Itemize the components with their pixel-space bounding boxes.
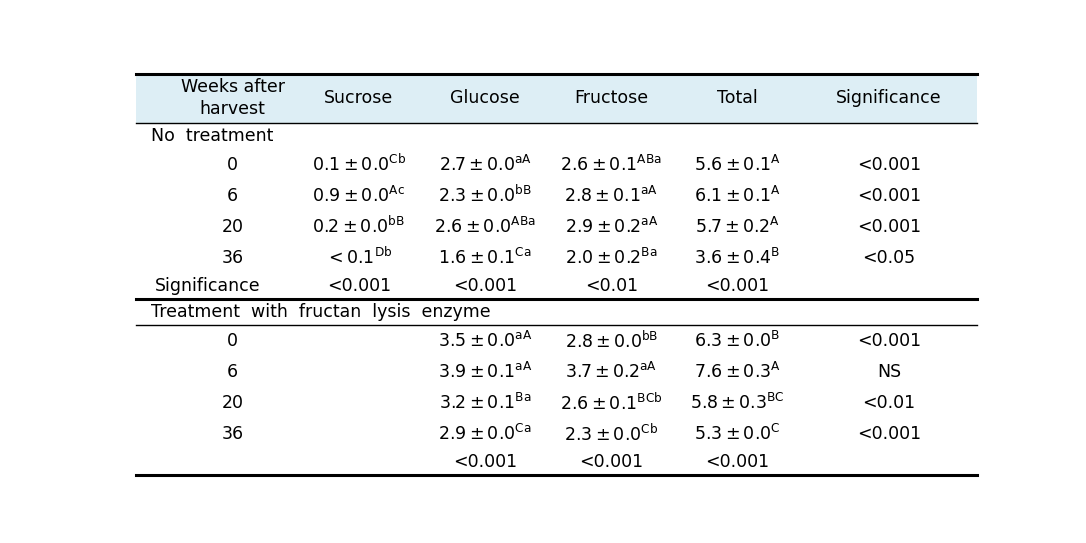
- Text: $\mathregular{2.7\pm0.0}^{\mathregular{aA}}$: $\mathregular{2.7\pm0.0}^{\mathregular{a…: [439, 155, 531, 175]
- Text: $\mathregular{6.3\pm0.0}^{\mathregular{B}}$: $\mathregular{6.3\pm0.0}^{\mathregular{B…: [694, 331, 781, 351]
- Text: 6: 6: [227, 363, 238, 381]
- Text: $\mathregular{6.1\pm0.1}^{\mathregular{A}}$: $\mathregular{6.1\pm0.1}^{\mathregular{A…: [694, 186, 781, 206]
- Text: $\mathregular{2.0\pm0.2}^{\mathregular{Ba}}$: $\mathregular{2.0\pm0.2}^{\mathregular{B…: [565, 248, 657, 268]
- Text: 0: 0: [227, 332, 238, 350]
- Text: Fructose: Fructose: [574, 89, 648, 107]
- Text: 36: 36: [222, 425, 243, 443]
- Text: 36: 36: [222, 249, 243, 267]
- Text: $\mathregular{2.6\pm0.0}^{\mathregular{ABa}}$: $\mathregular{2.6\pm0.0}^{\mathregular{A…: [434, 217, 535, 237]
- Text: $\mathregular{3.9\pm0.1}^{\mathregular{aA}}$: $\mathregular{3.9\pm0.1}^{\mathregular{a…: [438, 362, 532, 382]
- Text: Significance: Significance: [836, 89, 942, 107]
- Text: $\mathregular{0.1\pm0.0}^{\mathregular{Cb}}$: $\mathregular{0.1\pm0.0}^{\mathregular{C…: [312, 154, 406, 175]
- Text: <0.05: <0.05: [862, 249, 915, 267]
- Text: <0.001: <0.001: [857, 218, 921, 236]
- Text: <0.001: <0.001: [453, 453, 517, 471]
- Text: 0: 0: [227, 156, 238, 174]
- Text: $\mathregular{5.7\pm0.2}^{\mathregular{A}}$: $\mathregular{5.7\pm0.2}^{\mathregular{A…: [695, 217, 780, 237]
- Text: <0.001: <0.001: [706, 277, 770, 295]
- Text: Treatment  with  fructan  lysis  enzyme: Treatment with fructan lysis enzyme: [151, 303, 491, 321]
- Text: $\mathregular{0.2\pm0.0}^{\mathregular{bB}}$: $\mathregular{0.2\pm0.0}^{\mathregular{b…: [313, 216, 405, 237]
- Text: <0.001: <0.001: [327, 277, 391, 295]
- Text: Sucrose: Sucrose: [324, 89, 393, 107]
- Bar: [136, 73, 977, 123]
- Text: No  treatment: No treatment: [151, 127, 274, 145]
- Text: $\mathregular{{<}0.1}^{\mathregular{Db}}$: $\mathregular{{<}0.1}^{\mathregular{Db}}…: [325, 247, 392, 268]
- Text: Glucose: Glucose: [451, 89, 520, 107]
- Text: 6: 6: [227, 187, 238, 205]
- Text: $\mathregular{2.3\pm0.0}^{\mathregular{Cb}}$: $\mathregular{2.3\pm0.0}^{\mathregular{C…: [564, 423, 658, 444]
- Text: <0.001: <0.001: [579, 453, 643, 471]
- Text: <0.001: <0.001: [453, 277, 517, 295]
- Text: Weeks after
harvest: Weeks after harvest: [180, 78, 285, 118]
- Text: $\mathregular{0.9\pm0.0}^{\mathregular{Ac}}$: $\mathregular{0.9\pm0.0}^{\mathregular{A…: [313, 186, 405, 206]
- Text: 20: 20: [222, 394, 243, 412]
- Text: <0.01: <0.01: [584, 277, 637, 295]
- Text: $\mathregular{2.9\pm0.0}^{\mathregular{Ca}}$: $\mathregular{2.9\pm0.0}^{\mathregular{C…: [439, 424, 532, 444]
- Text: 20: 20: [222, 218, 243, 236]
- Text: <0.001: <0.001: [857, 332, 921, 350]
- Text: <0.001: <0.001: [706, 453, 770, 471]
- Text: <0.001: <0.001: [857, 187, 921, 205]
- Text: $\mathregular{2.8\pm0.0}^{\mathregular{bB}}$: $\mathregular{2.8\pm0.0}^{\mathregular{b…: [565, 330, 658, 351]
- Text: $\mathregular{5.3\pm0.0}^{\mathregular{C}}$: $\mathregular{5.3\pm0.0}^{\mathregular{C…: [694, 424, 781, 444]
- Text: $\mathregular{3.2\pm0.1}^{\mathregular{Ba}}$: $\mathregular{3.2\pm0.1}^{\mathregular{B…: [439, 393, 531, 413]
- Text: $\mathregular{1.6\pm0.1}^{\mathregular{Ca}}$: $\mathregular{1.6\pm0.1}^{\mathregular{C…: [439, 248, 532, 268]
- Text: $\mathregular{5.6\pm0.1}^{\mathregular{A}}$: $\mathregular{5.6\pm0.1}^{\mathregular{A…: [694, 155, 781, 175]
- Text: $\mathregular{5.8\pm0.3}^{\mathregular{BC}}$: $\mathregular{5.8\pm0.3}^{\mathregular{B…: [691, 393, 785, 413]
- Text: <0.001: <0.001: [857, 425, 921, 443]
- Text: $\mathregular{2.9\pm0.2}^{\mathregular{aA}}$: $\mathregular{2.9\pm0.2}^{\mathregular{a…: [565, 217, 658, 237]
- Text: Total: Total: [717, 89, 758, 107]
- Text: $\mathregular{3.5\pm0.0}^{\mathregular{aA}}$: $\mathregular{3.5\pm0.0}^{\mathregular{a…: [438, 331, 532, 351]
- Text: Significance: Significance: [155, 277, 261, 295]
- Text: $\mathregular{3.7\pm0.2}^{\mathregular{aA}}$: $\mathregular{3.7\pm0.2}^{\mathregular{a…: [566, 362, 657, 382]
- Text: $\mathregular{3.6\pm0.4}^{\mathregular{B}}$: $\mathregular{3.6\pm0.4}^{\mathregular{B…: [694, 248, 781, 268]
- Text: $\mathregular{2.6\pm0.1}^{\mathregular{ABa}}$: $\mathregular{2.6\pm0.1}^{\mathregular{A…: [560, 155, 662, 175]
- Text: NS: NS: [877, 363, 901, 381]
- Text: $\mathregular{2.6\pm0.1}^{\mathregular{BCb}}$: $\mathregular{2.6\pm0.1}^{\mathregular{B…: [560, 392, 662, 413]
- Text: $\mathregular{7.6\pm0.3}^{\mathregular{A}}$: $\mathregular{7.6\pm0.3}^{\mathregular{A…: [694, 362, 781, 382]
- Text: <0.01: <0.01: [862, 394, 915, 412]
- Text: $\mathregular{2.3\pm0.0}^{\mathregular{bB}}$: $\mathregular{2.3\pm0.0}^{\mathregular{b…: [438, 185, 532, 206]
- Text: <0.001: <0.001: [857, 156, 921, 174]
- Text: $\mathregular{2.8\pm0.1}^{\mathregular{aA}}$: $\mathregular{2.8\pm0.1}^{\mathregular{a…: [565, 186, 658, 206]
